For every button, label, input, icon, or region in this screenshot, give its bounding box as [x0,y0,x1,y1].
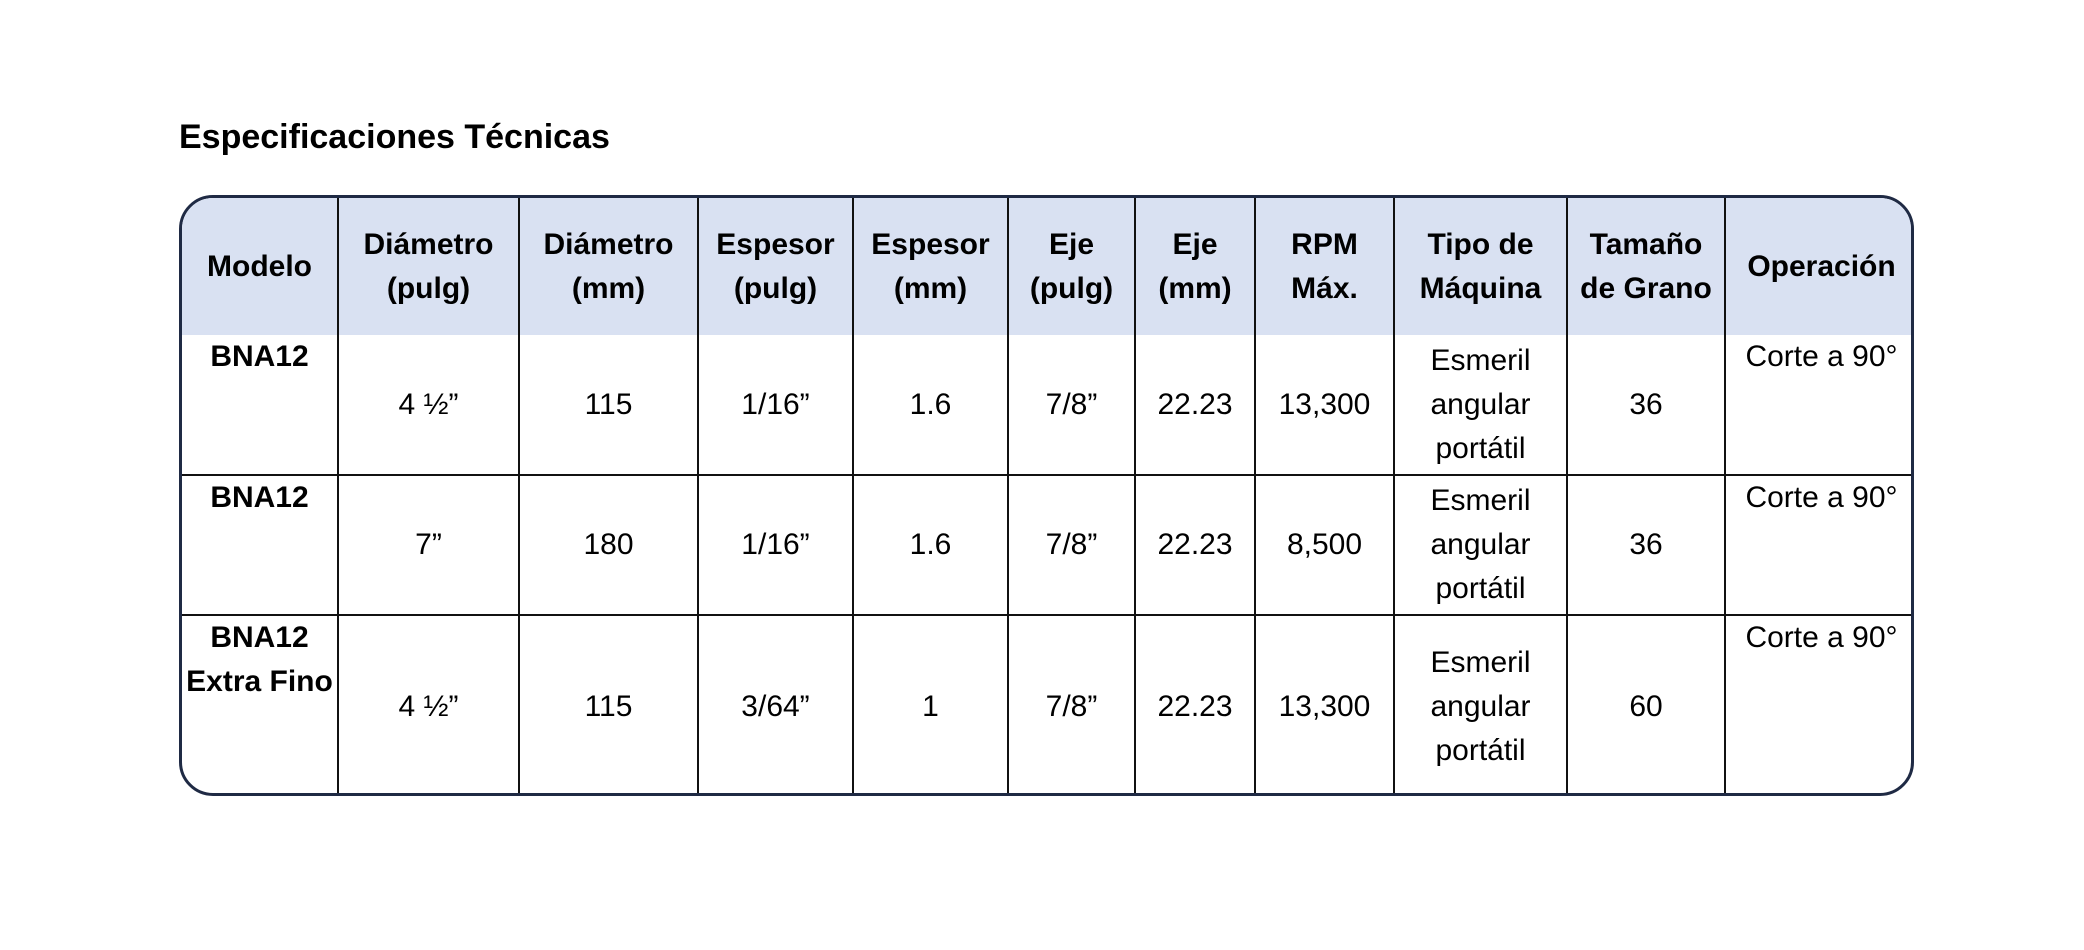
table-cell: 1.6 [852,335,1009,476]
table-cell: 4 ½” [337,614,520,793]
header-cell: Espesor (pulg) [697,198,854,335]
table-cell: 4 ½” [337,335,520,476]
table-cell: Esmeril angular portátil [1393,474,1568,616]
table-cell: 36 [1566,474,1726,616]
table-cell: 7/8” [1007,614,1136,793]
table-row: BNA12 Extra Fino 4 ½” 115 3/64” 1 7/8” 22.23 13… [182,614,1911,793]
table-cell: 22.23 [1134,335,1256,476]
table-body: BNA12 4 ½” 115 1/16” 1.6 7/8” 22.23 13,300 Esmer… [182,335,1911,793]
table-cell: 180 [518,474,699,616]
table-cell: Corte a 90° [1724,335,1911,476]
table-cell: Corte a 90° [1724,474,1911,616]
table-row: BNA12 7” 180 1/16” 1.6 7/8” 22.23 8,500 Esmeril … [182,474,1911,616]
header-cell: Eje (pulg) [1007,198,1136,335]
header-cell: Tipo de Máquina [1393,198,1568,335]
table-cell: BNA12 [182,474,339,616]
table-cell: 3/64” [697,614,854,793]
header-row: Modelo Diámetro (pulg) Diámetro (mm) Espeso… [182,198,1911,335]
header-cell: RPM Máx. [1254,198,1395,335]
header-cell: Eje (mm) [1134,198,1256,335]
header-cell: Operación [1724,198,1911,335]
table-cell: 7” [337,474,520,616]
table-cell: Esmeril angular portátil [1393,335,1568,476]
header-cell: Modelo [182,198,339,335]
header-cell: Espesor (mm) [852,198,1009,335]
table-cell: 36 [1566,335,1726,476]
table-cell: 1/16” [697,335,854,476]
header-cell: Diámetro (pulg) [337,198,520,335]
table-cell: 115 [518,335,699,476]
table-cell: BNA12 [182,335,339,476]
table-cell: BNA12 Extra Fino [182,614,339,793]
table-cell: 1.6 [852,474,1009,616]
table-cell: Corte a 90° [1724,614,1911,793]
table-cell: 115 [518,614,699,793]
table-cell: 1/16” [697,474,854,616]
table-row: BNA12 4 ½” 115 1/16” 1.6 7/8” 22.23 13,300 Esmer… [182,335,1911,476]
table-cell: 22.23 [1134,474,1256,616]
table-cell: 8,500 [1254,474,1395,616]
table-cell: 1 [852,614,1009,793]
table-cell: Esmeril angular portátil [1393,614,1568,793]
table-cell: 60 [1566,614,1726,793]
table-cell: 7/8” [1007,335,1136,476]
table-cell: 22.23 [1134,614,1256,793]
header-cell: Diámetro (mm) [518,198,699,335]
title: Especificaciones Técnicas [179,118,610,156]
table-cell: 7/8” [1007,474,1136,616]
header-cell: Tamaño de Grano [1566,198,1726,335]
table-cell: 13,300 [1254,335,1395,476]
table-frame: Modelo Diámetro (pulg) Diámetro (mm) Espeso… [179,195,1914,796]
spec-table: Modelo Diámetro (pulg) Diámetro (mm) Espeso… [182,198,1911,793]
table-cell: 13,300 [1254,614,1395,793]
